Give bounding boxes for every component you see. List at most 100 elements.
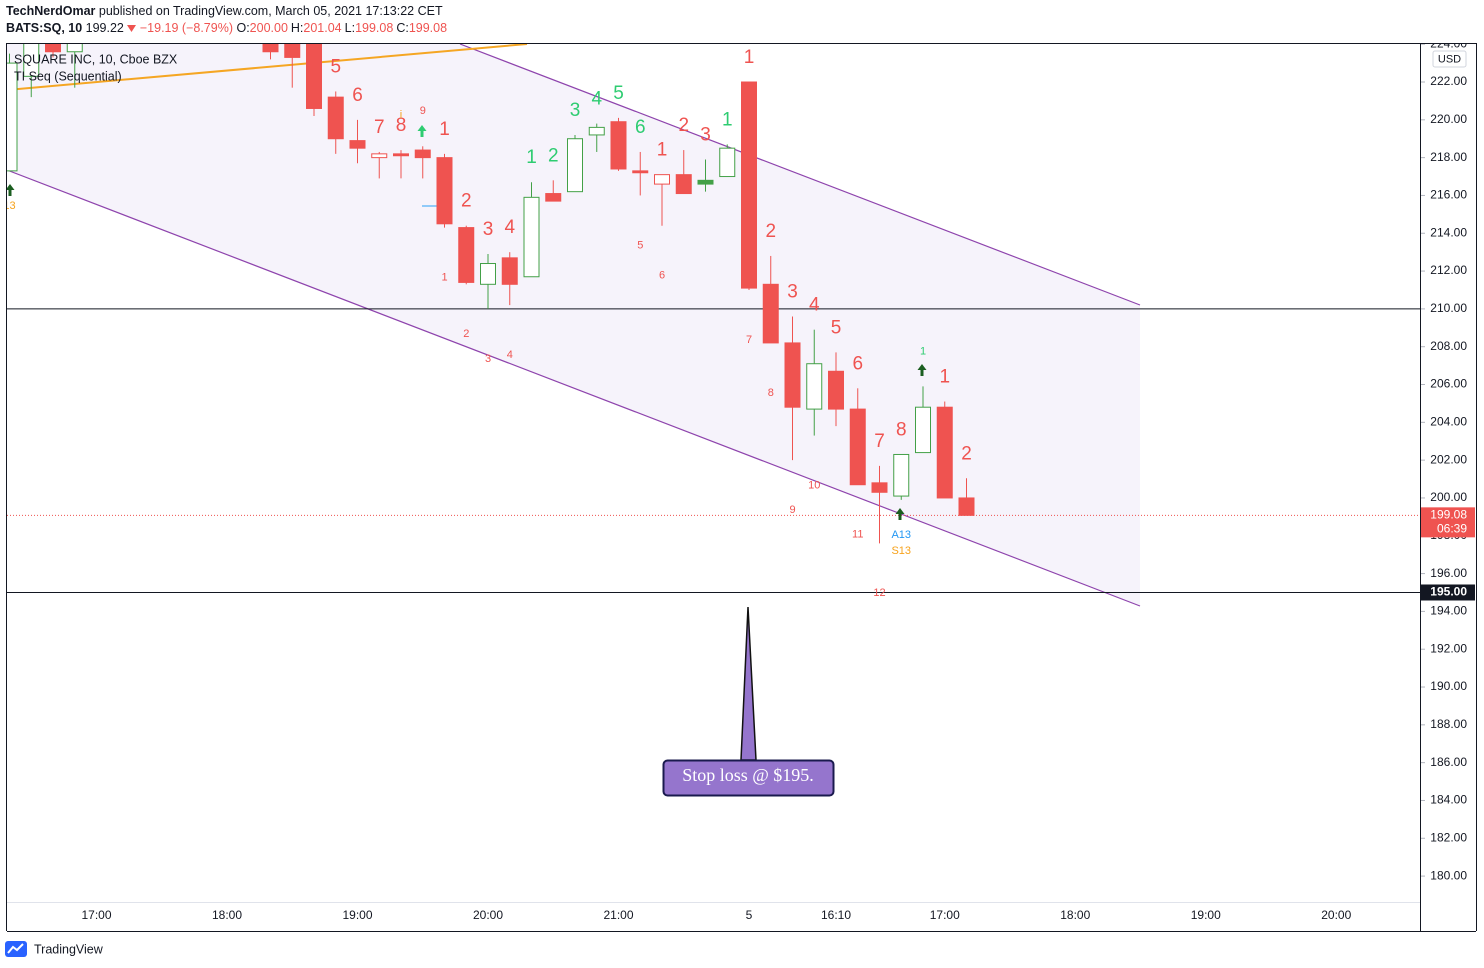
x-tick-label: 19:00	[342, 908, 372, 922]
setup-count: 1	[939, 367, 950, 388]
y-tick-label: 222.00	[1430, 74, 1467, 88]
x-tick-label: 16:10	[821, 908, 851, 922]
y-tick-label: 194.00	[1430, 604, 1467, 618]
candle-body	[306, 44, 322, 109]
candle-body	[936, 406, 953, 499]
setup-count: 1	[439, 119, 450, 140]
candle-body	[719, 147, 736, 178]
candle-body	[958, 497, 975, 516]
setup-count: 5	[613, 83, 624, 104]
setup-count: 5	[831, 317, 842, 338]
y-tick-label: 182.00	[1430, 830, 1467, 844]
setup-count: 8	[896, 419, 907, 440]
down-arrow	[127, 25, 137, 32]
y-tick-label: 200.00	[1430, 490, 1467, 504]
publish-line: TechNerdOmar published on TradingView.co…	[6, 4, 443, 18]
currency: USD	[1438, 53, 1461, 65]
setup-count: 2	[548, 145, 559, 166]
ohlc: O:200.00 H:201.04 L:199.08 C:199.08	[236, 21, 450, 35]
candles	[7, 44, 975, 544]
y-tick-label: 218.00	[1430, 150, 1467, 164]
x-tick-label: 5	[746, 908, 753, 922]
price-tag	[1421, 584, 1475, 601]
candle-body	[7, 62, 18, 172]
channel-upper	[459, 44, 1141, 306]
countdown-count: S13	[891, 545, 911, 557]
legend-indicator: TI Seq (Sequential)	[14, 69, 122, 83]
countdown-count: 5	[637, 239, 643, 251]
tick-group: 180.00 182.00 184.00 186.00 188.00 190.00 192.…	[1421, 44, 1467, 882]
arrow	[7, 184, 15, 196]
brand-name: TradingView	[34, 942, 104, 956]
x-tick-label: 20:00	[473, 908, 503, 922]
setup-count: 1	[526, 147, 537, 168]
setup-count: 1	[744, 47, 755, 68]
countdown-count: 11	[852, 529, 863, 541]
candle-body	[893, 453, 910, 497]
ohlc-label: O:	[236, 21, 250, 35]
setup-count: 4	[591, 89, 602, 110]
setup-count: 2	[765, 221, 776, 242]
countdown-count: i	[400, 109, 402, 121]
countdown-label: 06:39	[1437, 522, 1467, 536]
y-tick-label: 202.00	[1430, 452, 1467, 466]
y-tick-label: 188.00	[1430, 717, 1467, 731]
y-tick-label: 220.00	[1430, 112, 1467, 126]
countdown-count: 1	[920, 345, 926, 357]
candle-body	[741, 81, 757, 289]
setup-count: 1	[657, 140, 668, 161]
candle-body	[371, 153, 388, 159]
candle-body	[762, 283, 779, 344]
countdown-count: 13	[3, 200, 15, 212]
candle-body	[871, 482, 888, 493]
candle-body	[45, 44, 61, 53]
candle-body	[262, 44, 279, 53]
candle-body	[284, 44, 301, 58]
x-tick-label: 17:00	[81, 908, 111, 922]
candle-body	[480, 263, 496, 285]
y-tick-label: 216.00	[1430, 188, 1467, 202]
y-tick-label: 206.00	[1430, 377, 1467, 391]
candle-body	[675, 174, 692, 195]
candle-body	[545, 193, 562, 202]
last-price: 199.22	[85, 21, 124, 35]
callout-box	[662, 759, 835, 797]
setup-count: 6	[352, 85, 363, 106]
countdown-count: 7	[746, 334, 752, 346]
currency-box[interactable]	[1432, 50, 1467, 68]
setup-count: 3	[570, 100, 581, 121]
ohlc-value: 199.08	[355, 21, 394, 35]
ohlc-value: 199.08	[408, 21, 448, 35]
callout-text: Stop loss @ $195.	[682, 765, 814, 785]
x-tick-label: 18:00	[212, 908, 242, 922]
candle-body	[327, 96, 344, 140]
ohlc-value: 200.00	[249, 21, 288, 35]
y-tick-label: 186.00	[1430, 755, 1467, 769]
setup-count: 8	[396, 115, 407, 136]
candle-body	[523, 196, 540, 278]
setup-count: 4	[809, 295, 820, 316]
candle-body	[567, 138, 583, 193]
y-tick-label: 214.00	[1430, 225, 1467, 239]
countdown-count: A13	[891, 529, 911, 541]
y-tick-label: 212.00	[1430, 263, 1467, 277]
time-axis: 17:00 18:00 19:00 20:00 21:00 5 16:10 17:00 18:0…	[81, 908, 1351, 922]
candle-body	[436, 157, 453, 225]
countdown-count: 9	[420, 105, 426, 117]
x-tick-label: 20:00	[1321, 908, 1351, 922]
countdown-count: 12	[873, 587, 885, 599]
arrow	[895, 508, 905, 520]
candle-body	[915, 406, 931, 454]
setup-count: 7	[874, 431, 885, 452]
channel-lower	[7, 169, 1141, 607]
setup-count: 2	[961, 443, 972, 464]
last-price-tag	[1421, 507, 1475, 538]
countdown-count: 3	[485, 353, 491, 365]
candle-body	[849, 408, 866, 486]
x-tick-label: 21:00	[603, 908, 633, 922]
